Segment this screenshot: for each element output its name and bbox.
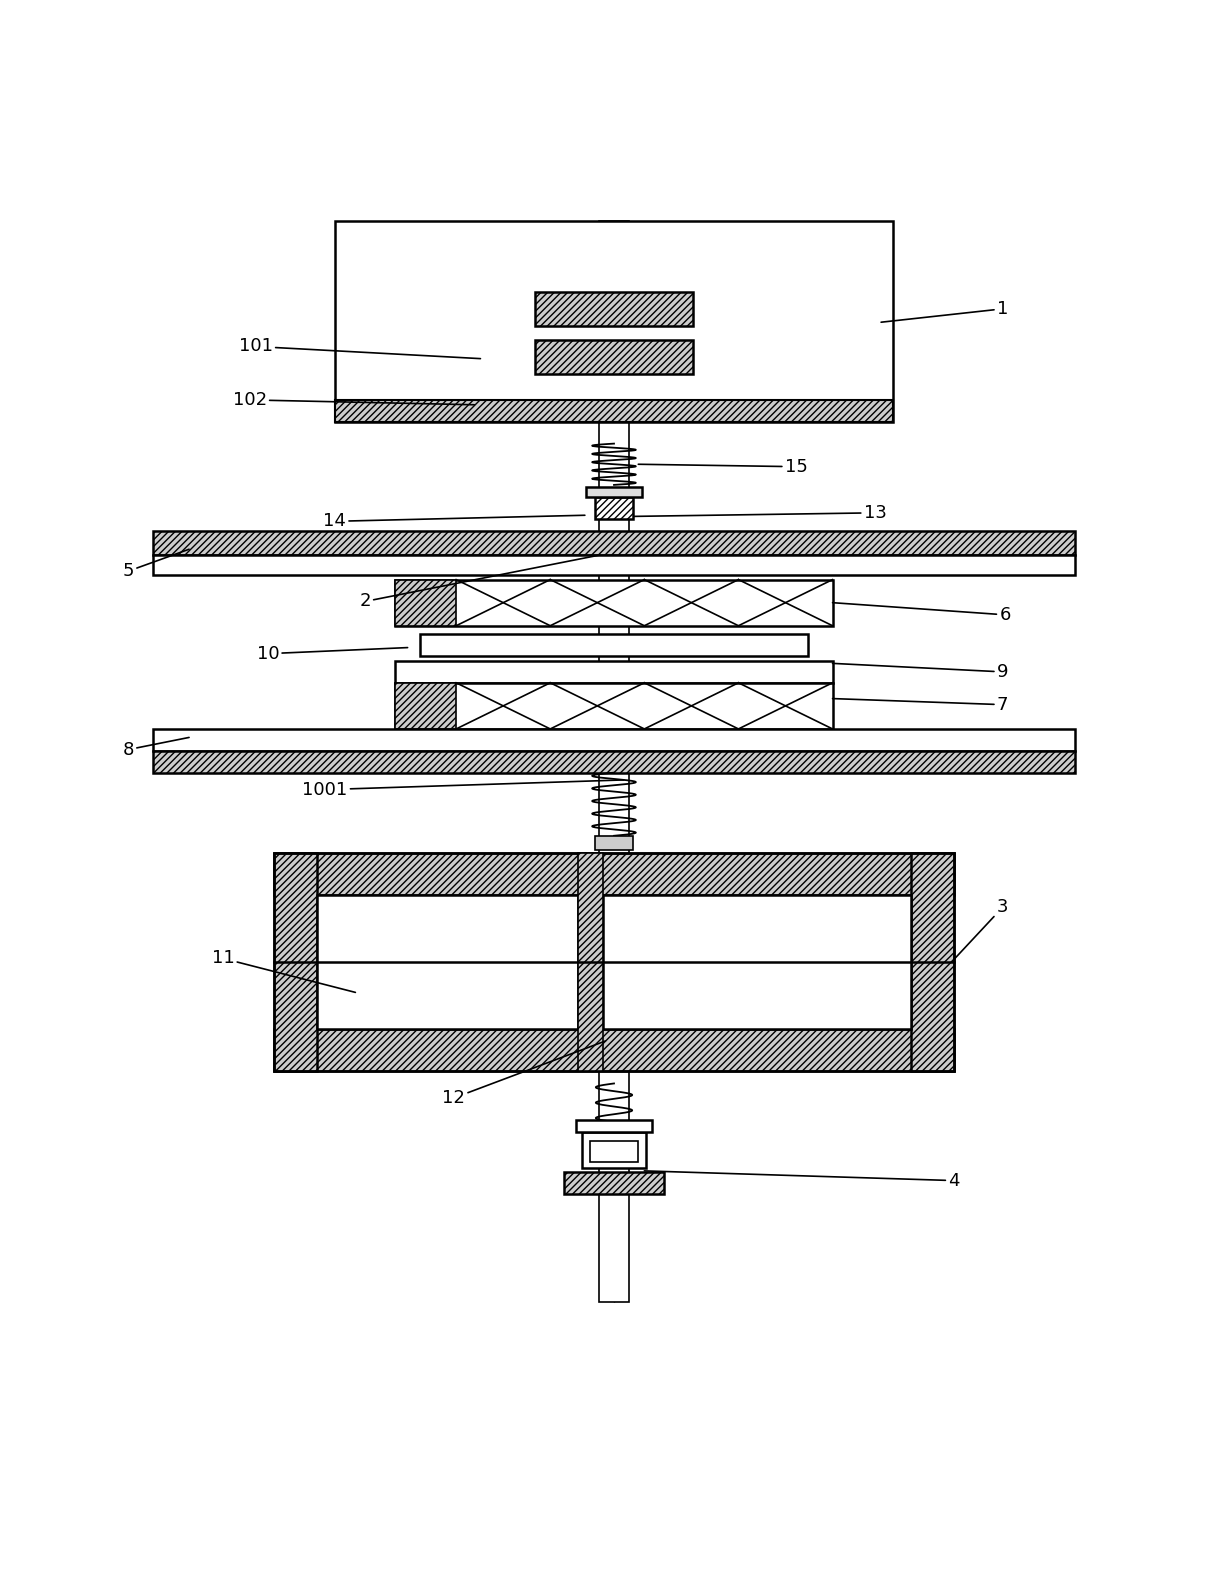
Bar [911, 852, 954, 1071]
Bar [589, 1141, 639, 1162]
Text: 10: 10 [257, 645, 408, 663]
Text: 4: 4 [645, 1171, 960, 1190]
Bar [594, 497, 634, 519]
Text: 11: 11 [211, 949, 355, 992]
Bar [603, 896, 911, 1028]
Bar [152, 751, 1076, 773]
Bar [335, 222, 893, 421]
Bar [395, 660, 833, 682]
Bar [274, 852, 317, 1071]
Bar [152, 555, 1076, 575]
Text: 8: 8 [123, 737, 189, 759]
Text: 101: 101 [238, 338, 480, 358]
Bar [582, 1132, 646, 1168]
Bar [152, 729, 1076, 751]
Bar [420, 634, 808, 656]
Bar [564, 1173, 664, 1195]
Bar [395, 682, 833, 729]
Bar [335, 399, 893, 421]
Text: 13: 13 [629, 503, 887, 522]
Text: 1001: 1001 [302, 780, 624, 799]
Text: 5: 5 [123, 549, 189, 580]
Text: 14: 14 [323, 512, 585, 530]
Bar [576, 1119, 652, 1132]
Text: 15: 15 [639, 457, 808, 476]
Text: 9: 9 [833, 663, 1008, 681]
Text: 7: 7 [833, 696, 1008, 714]
Bar [395, 682, 456, 729]
Bar [317, 896, 578, 1028]
Bar [599, 222, 629, 1302]
Text: 12: 12 [442, 1041, 605, 1107]
Bar [586, 487, 642, 497]
Text: 3: 3 [952, 899, 1008, 962]
Bar [274, 1028, 954, 1071]
Bar [578, 852, 603, 1071]
Bar [274, 852, 954, 896]
Text: 102: 102 [232, 391, 474, 409]
Text: 1: 1 [882, 300, 1008, 322]
Bar [395, 580, 833, 626]
Bar [152, 531, 1076, 555]
Bar [594, 836, 634, 850]
Bar [535, 341, 693, 374]
Bar [395, 580, 456, 626]
Bar [274, 852, 954, 1071]
Text: 2: 2 [360, 555, 598, 610]
Text: 6: 6 [833, 602, 1011, 624]
Bar [535, 292, 693, 325]
